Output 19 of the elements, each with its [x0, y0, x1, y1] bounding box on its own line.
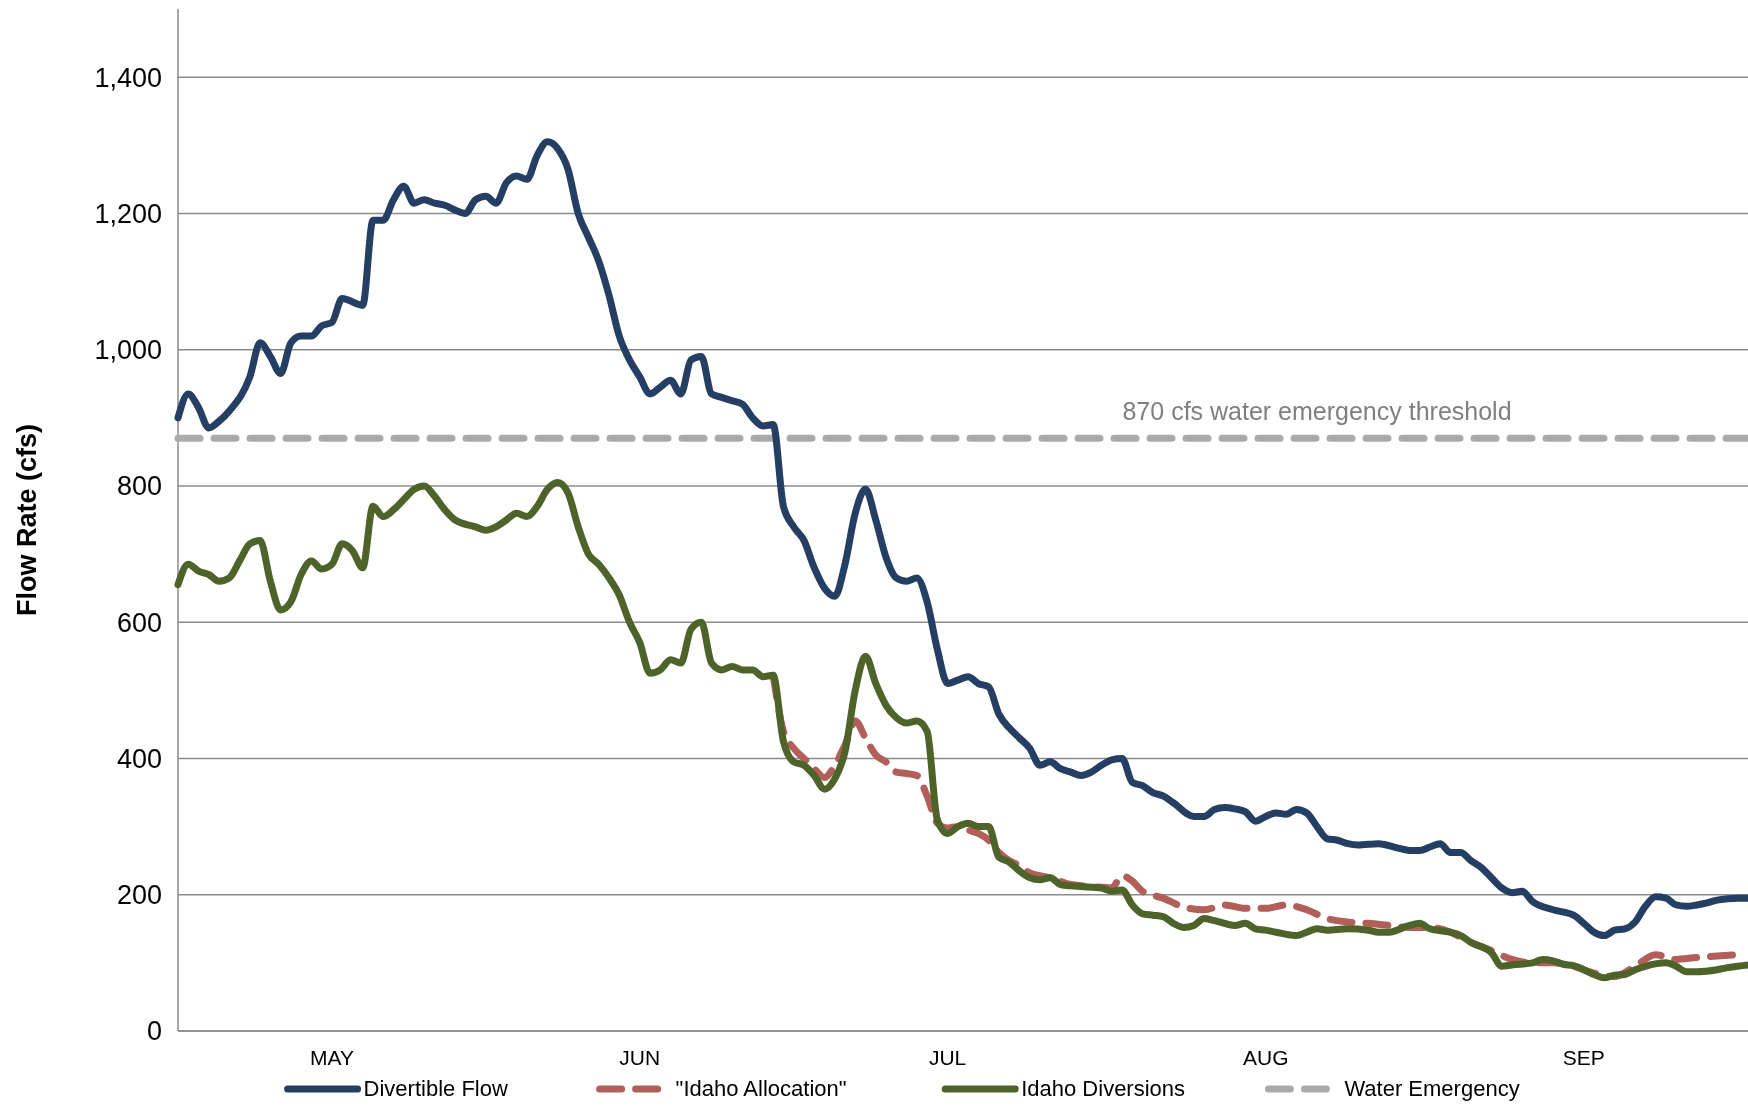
annotation: 870 cfs water emergency threshold	[1122, 397, 1512, 426]
x-tick-label: SEP	[1562, 1046, 1605, 1069]
legend-label: "Idaho Allocation"	[675, 1076, 847, 1101]
x-tick-label: JUN	[619, 1046, 661, 1069]
legend-label: Idaho Diversions	[1021, 1076, 1186, 1101]
y-tick-label: 1,400	[94, 62, 162, 93]
y-tick-label: 200	[116, 880, 162, 911]
x-tick-label: MAY	[309, 1046, 354, 1069]
y-tick-label: 1,200	[94, 198, 162, 229]
y-tick-label: 400	[116, 743, 162, 774]
y-tick-label: 800	[116, 471, 162, 502]
legend-label: Divertible Flow	[363, 1076, 508, 1101]
legend-label: Water Emergency	[1344, 1076, 1520, 1101]
y-tick-label: 1,000	[94, 335, 162, 366]
y-axis-title: Flow Rate (cfs)	[12, 423, 42, 617]
y-tick-label: 0	[146, 1016, 162, 1047]
y-tick-label: 600	[116, 607, 162, 638]
x-tick-label: JUL	[928, 1046, 967, 1069]
x-tick-label: AUG	[1242, 1046, 1289, 1069]
